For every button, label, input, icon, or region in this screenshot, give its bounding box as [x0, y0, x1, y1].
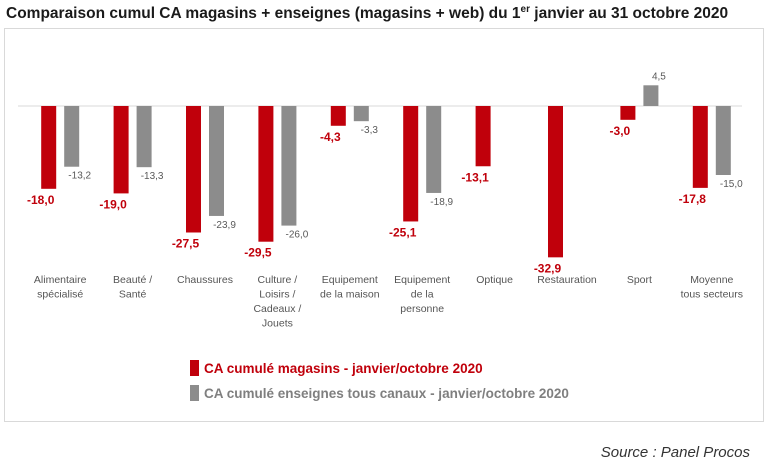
bar-stores-6 — [475, 106, 491, 167]
data-label-allchannels-0: -13,2 — [68, 171, 91, 182]
bar-stores-4 — [330, 106, 346, 126]
source-note: Source : Panel Procos — [600, 444, 750, 461]
bar-allchannels-8 — [643, 85, 659, 106]
category-label-5-2: personne — [400, 303, 444, 315]
bar-stores-3 — [258, 106, 274, 242]
category-label-3-0: Culture / — [258, 274, 298, 286]
data-label-stores-9: -17,8 — [679, 192, 707, 206]
category-label-0-0: Alimentaire — [34, 274, 87, 286]
legend-swatch-stores — [190, 360, 199, 376]
category-label-3-1: Loisirs / — [259, 289, 295, 301]
bar-stores-0 — [41, 106, 57, 189]
category-label-4-0: Equipement — [322, 274, 378, 286]
chart-frame — [4, 28, 764, 422]
data-label-allchannels-9: -15,0 — [720, 179, 743, 190]
data-label-stores-0: -18,0 — [27, 193, 55, 207]
data-label-stores-1: -19,0 — [99, 197, 127, 211]
data-label-allchannels-8: 4,5 — [652, 71, 666, 82]
data-label-stores-7: -32,9 — [534, 261, 562, 275]
category-label-7-0: Restauration — [537, 274, 597, 286]
category-label-5-0: Equipement — [394, 274, 450, 286]
bar-allchannels-4 — [353, 106, 369, 122]
category-label-3-3: Jouets — [262, 318, 293, 330]
category-label-0-1: spécialisé — [37, 289, 83, 301]
bar-allchannels-9 — [715, 106, 731, 175]
legend-item-allchannels: CA cumulé enseignes tous canaux - janvie… — [0, 385, 768, 405]
data-label-stores-6: -13,1 — [461, 170, 489, 184]
data-label-allchannels-3: -26,0 — [286, 230, 309, 241]
data-label-allchannels-4: -3,3 — [361, 125, 379, 136]
bar-stores-5 — [403, 106, 419, 222]
bar-allchannels-0 — [64, 106, 80, 167]
data-label-stores-4: -4,3 — [320, 130, 341, 144]
category-label-3-2: Cadeaux / — [253, 303, 301, 315]
bar-stores-2 — [186, 106, 201, 233]
category-label-2-0: Chaussures — [177, 274, 233, 286]
legend-label-allchannels: CA cumulé enseignes tous canaux - janvie… — [204, 385, 569, 401]
category-label-9-1: tous secteurs — [681, 289, 743, 301]
bar-stores-1 — [113, 106, 129, 194]
category-label-6-0: Optique — [476, 274, 513, 286]
bar-stores-8 — [620, 106, 636, 120]
chart-title: Comparaison cumul CA magasins + enseigne… — [6, 4, 729, 23]
bar-allchannels-3 — [281, 106, 297, 226]
data-label-stores-3: -29,5 — [244, 246, 272, 260]
data-label-allchannels-2: -23,9 — [213, 220, 236, 231]
bar-allchannels-2 — [209, 106, 224, 216]
bar-stores-9 — [692, 106, 708, 188]
data-label-stores-8: -3,0 — [610, 124, 631, 138]
data-label-allchannels-1: -13,3 — [141, 171, 164, 182]
data-label-stores-2: -27,5 — [172, 237, 200, 251]
category-label-1-1: Santé — [119, 289, 147, 301]
bar-allchannels-5 — [426, 106, 442, 193]
category-label-1-0: Beauté / — [113, 274, 152, 286]
bar-allchannels-1 — [136, 106, 152, 168]
bar-stores-7 — [548, 106, 563, 258]
data-label-stores-5: -25,1 — [389, 225, 417, 239]
data-label-allchannels-5: -18,9 — [430, 197, 453, 208]
category-label-5-1: de la — [411, 289, 434, 301]
legend-swatch-allchannels — [190, 385, 199, 401]
legend-label-stores: CA cumulé magasins - janvier/octobre 202… — [204, 360, 483, 376]
category-label-8-0: Sport — [627, 274, 652, 286]
category-label-4-1: de la maison — [320, 289, 380, 301]
legend-item-stores: CA cumulé magasins - janvier/octobre 202… — [0, 360, 768, 380]
category-label-9-0: Moyenne — [690, 274, 733, 286]
